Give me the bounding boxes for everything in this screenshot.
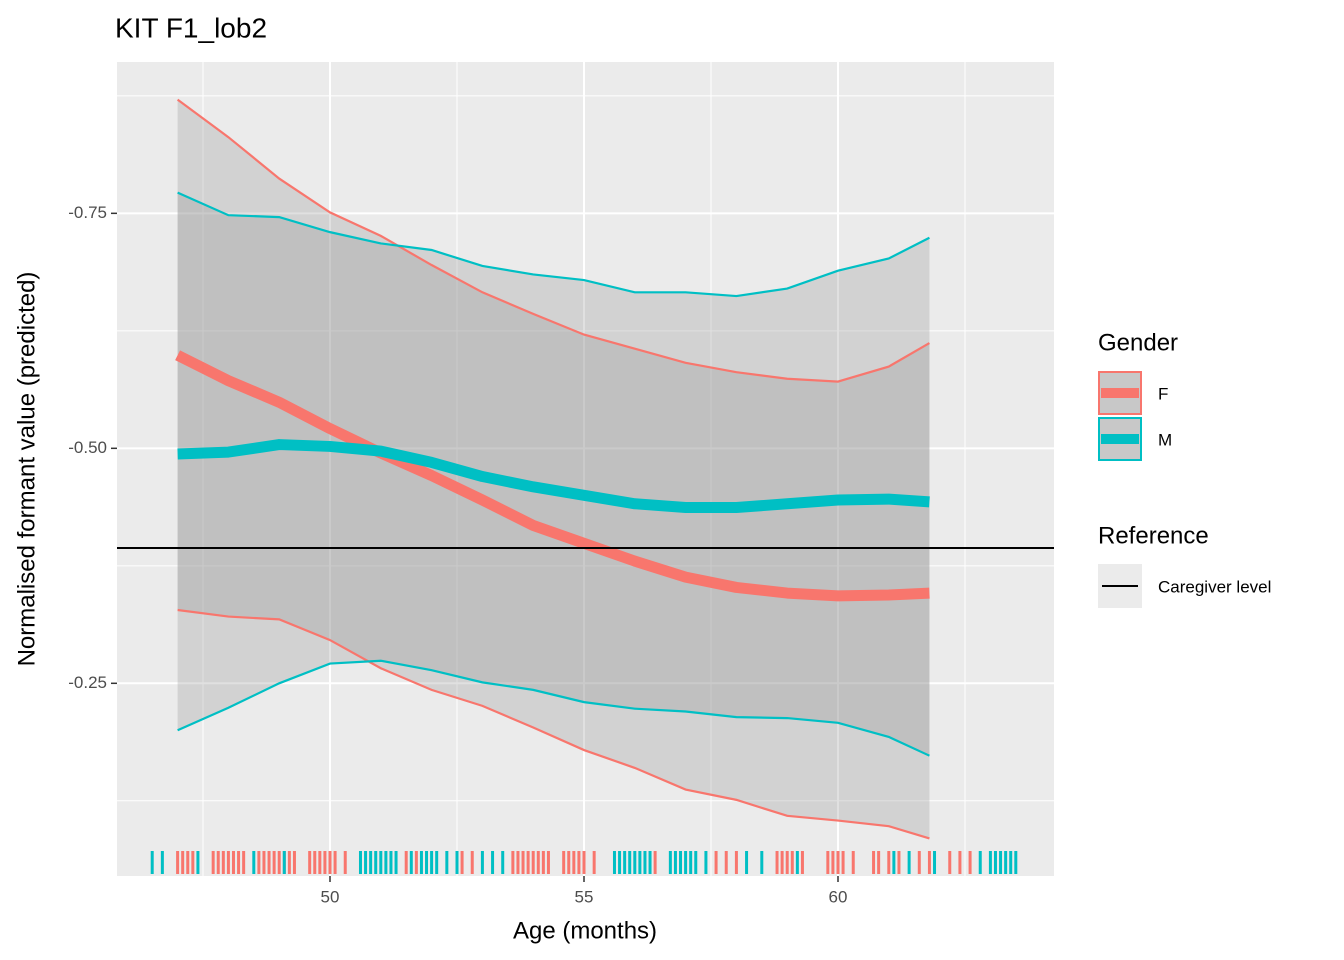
y-tick-label: -0.75 [68, 203, 107, 222]
x-tick-label: 60 [829, 887, 848, 906]
confidence-bound [177, 191, 930, 298]
y-tick-label: -0.50 [68, 438, 107, 457]
confidence-bound [177, 659, 930, 757]
legend-label: Caregiver level [1158, 577, 1271, 596]
x-tick-label: 55 [575, 887, 594, 906]
legend-label: F [1158, 384, 1168, 403]
legend-label: M [1158, 430, 1172, 449]
y-tick-label: -0.25 [68, 673, 107, 692]
confidence-ribbon [177, 192, 930, 756]
x-axis-title: Age (months) [513, 917, 657, 944]
mean-line [175, 350, 930, 602]
confidence-bound [176, 98, 930, 383]
confidence-ribbon [177, 99, 930, 839]
chart-title: KIT F1_lob2 [115, 12, 267, 43]
y-axis-title: Normalised formant value (predicted) [13, 272, 40, 667]
legend-title: Reference [1098, 522, 1209, 549]
legend-title: Gender [1098, 329, 1178, 356]
mean-line [177, 439, 930, 514]
x-tick-label: 50 [321, 887, 340, 906]
confidence-bound [177, 608, 930, 840]
